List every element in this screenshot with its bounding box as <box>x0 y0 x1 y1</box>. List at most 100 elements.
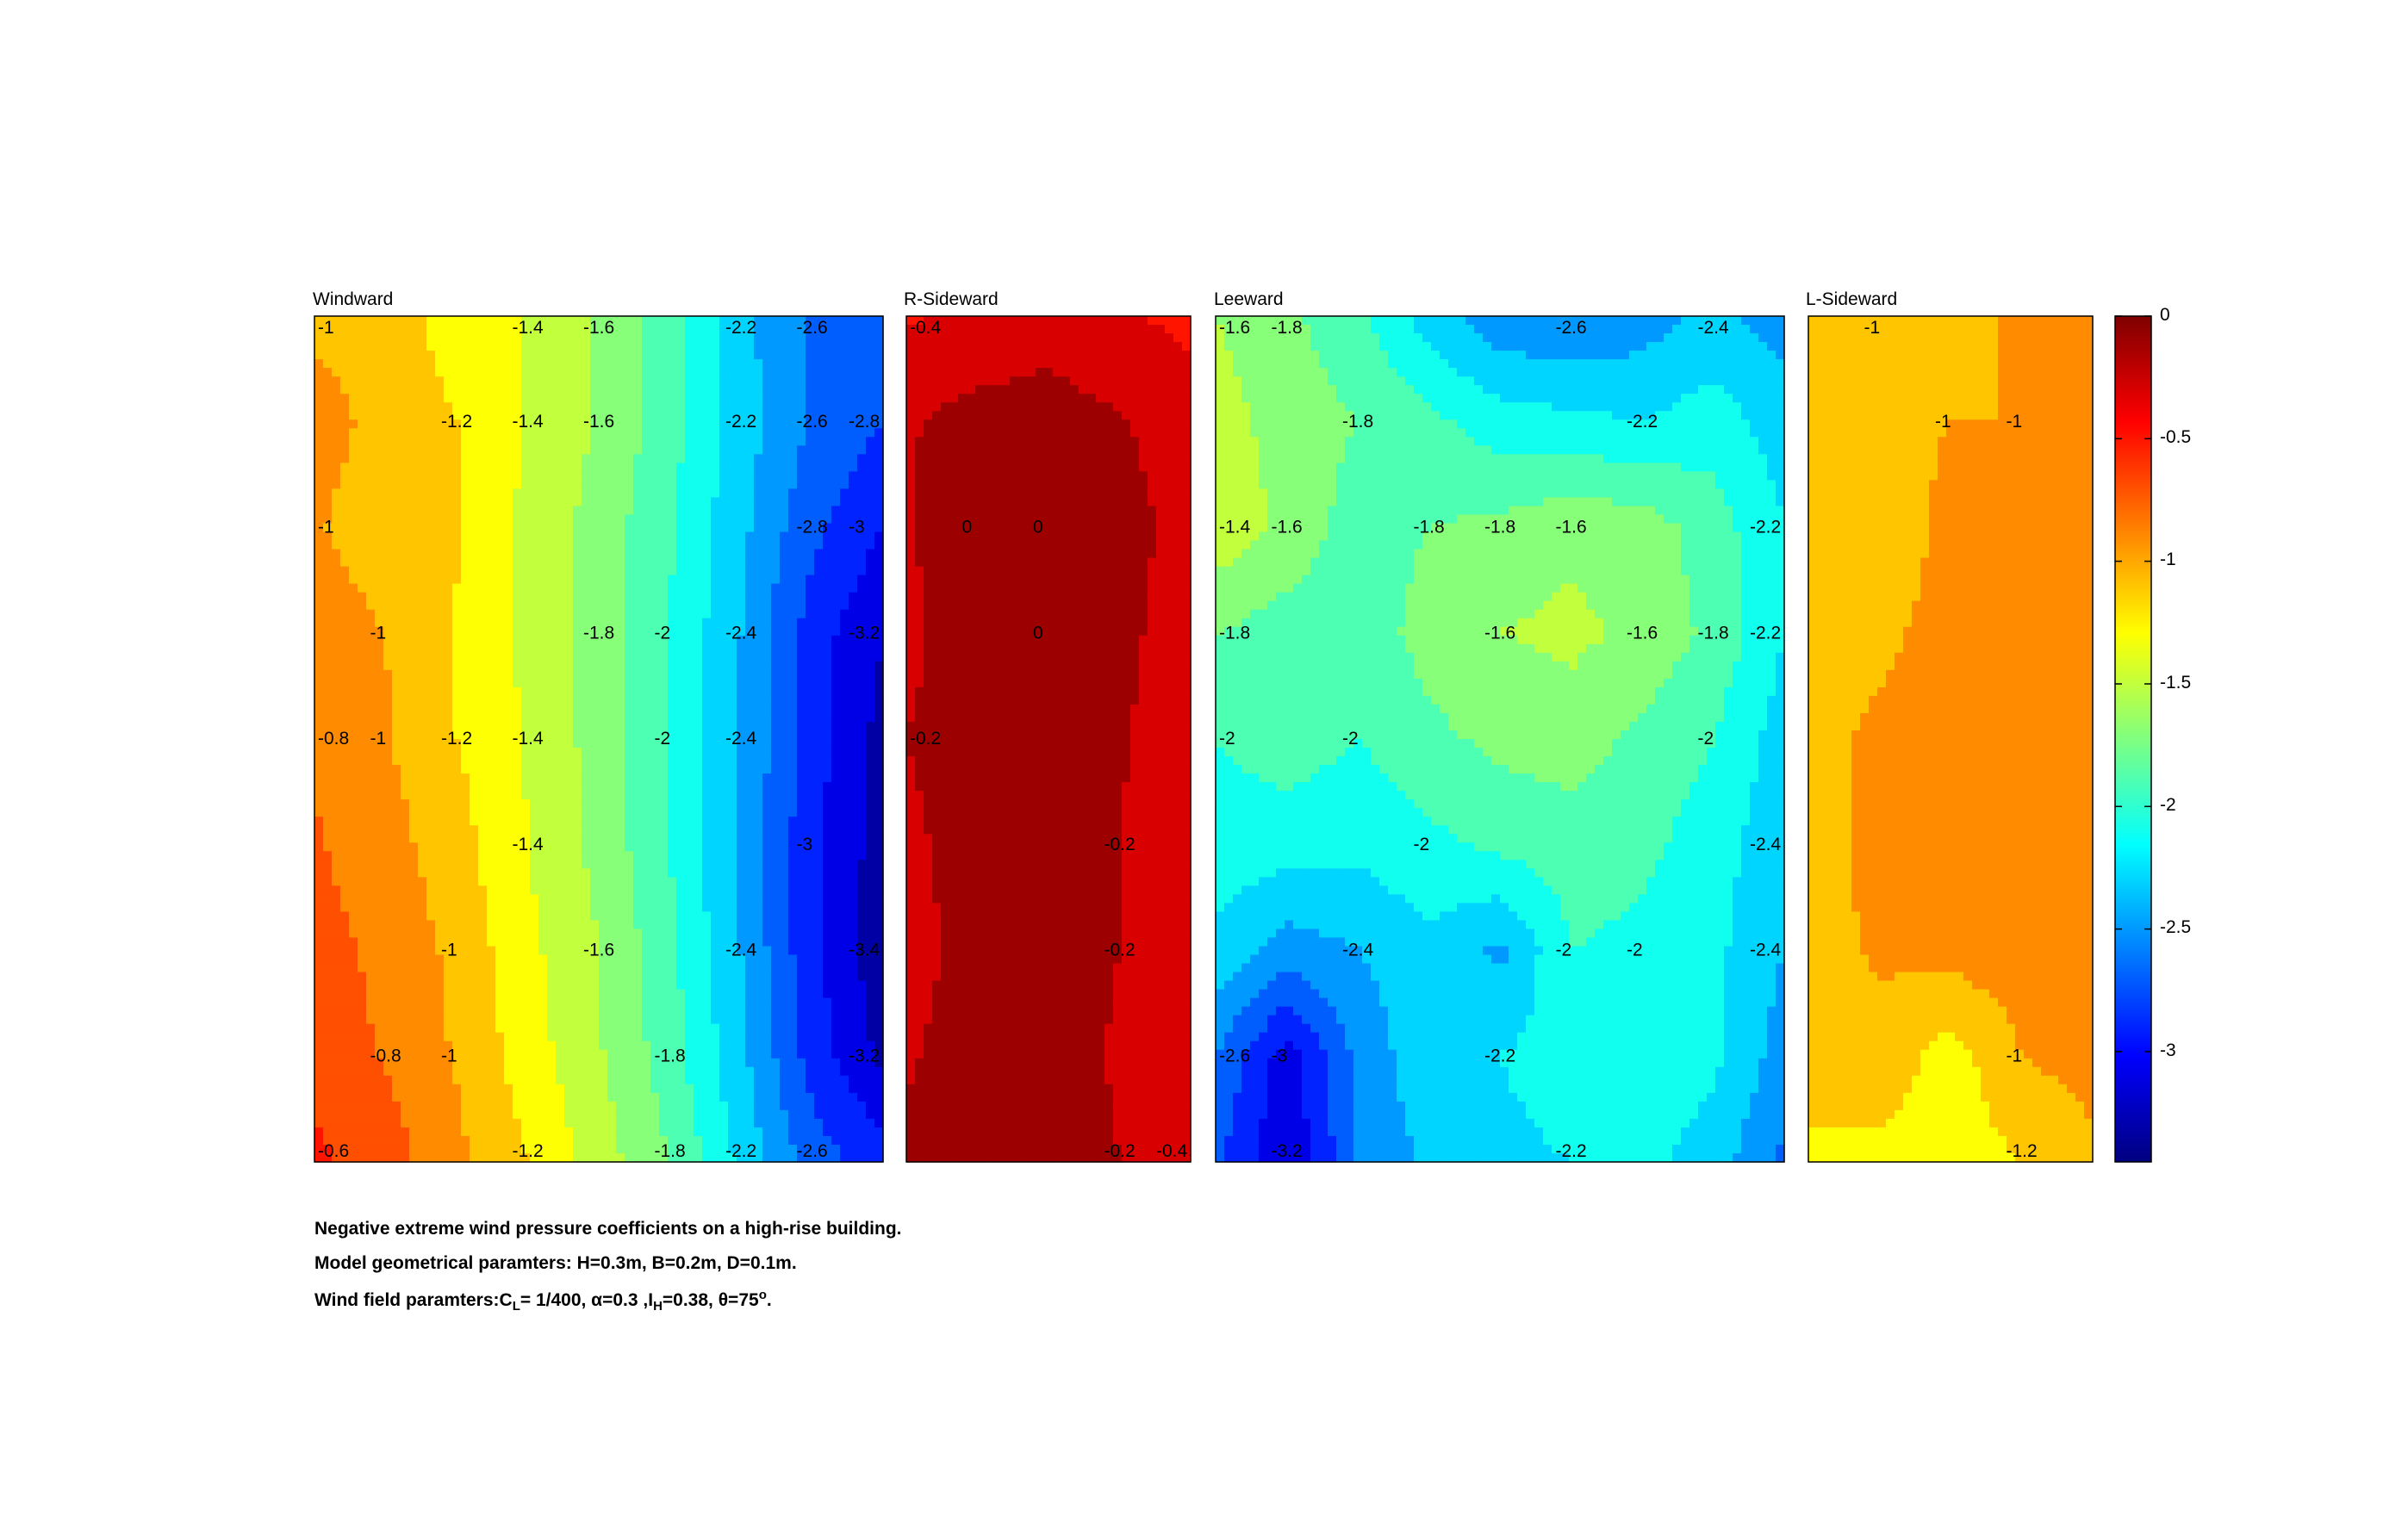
contour-cell <box>659 445 669 455</box>
contour-cell <box>366 471 376 481</box>
contour-cell <box>470 506 479 516</box>
contour-cell <box>323 592 333 602</box>
contour-cell <box>719 609 729 619</box>
contour-cell <box>564 566 574 576</box>
contour-cell <box>685 652 694 662</box>
contour-cell <box>582 480 591 490</box>
contour-cell <box>409 635 419 645</box>
contour-cell <box>358 791 367 800</box>
contour-cell <box>719 506 729 516</box>
contour-cell <box>823 445 832 455</box>
contour-cell <box>633 929 643 939</box>
contour-cell <box>866 868 875 878</box>
contour-cell <box>401 686 410 697</box>
contour-cell <box>478 368 488 377</box>
contour-cell <box>358 851 367 860</box>
contour-cell <box>426 920 436 930</box>
contour-cell <box>806 626 815 637</box>
contour-cell <box>616 463 625 472</box>
contour-cell <box>780 730 789 740</box>
contour-cell <box>616 834 625 843</box>
contour-cell <box>788 531 798 542</box>
contour-cell <box>650 782 660 792</box>
contour-cell <box>366 514 376 525</box>
contour-cell <box>711 748 720 757</box>
contour-cell <box>478 325 488 334</box>
contour-cell <box>401 946 410 956</box>
contour-cell <box>513 540 522 550</box>
contour-cell <box>625 342 634 351</box>
contour-cell <box>478 531 488 542</box>
contour-cell <box>650 471 660 481</box>
contour-cell <box>418 678 427 688</box>
contour-cell <box>780 669 789 680</box>
contour-cell <box>573 903 582 913</box>
contour-cell <box>444 557 453 568</box>
contour-cell <box>719 471 729 481</box>
contour-cell <box>711 385 720 394</box>
contour-cell <box>607 368 617 377</box>
contour-cell <box>340 557 350 568</box>
contour-cell <box>470 808 479 817</box>
contour-cell <box>728 626 737 637</box>
contour-cell <box>849 454 858 463</box>
contour-cell <box>676 385 686 394</box>
contour-cell <box>762 454 772 463</box>
contour-cell <box>582 894 591 904</box>
contour-cell <box>668 549 677 559</box>
contour-cell <box>401 937 410 947</box>
contour-cell <box>866 643 875 654</box>
contour-cell <box>797 929 806 939</box>
contour-cell <box>582 342 591 351</box>
contour-cell <box>607 748 617 757</box>
contour-cell <box>607 963 617 973</box>
contour-cell <box>831 626 841 637</box>
contour-cell <box>504 860 513 869</box>
contour-cell <box>616 583 625 593</box>
contour-cell <box>659 929 669 939</box>
contour-cell <box>487 652 496 662</box>
contour-cell <box>383 549 393 559</box>
contour-cell <box>461 756 470 766</box>
contour-cell <box>599 376 608 386</box>
contour-cell <box>513 549 522 559</box>
contour-cell <box>754 825 763 835</box>
contour-cell <box>694 929 703 939</box>
contour-cell <box>685 411 694 420</box>
contour-cell <box>323 376 333 386</box>
contour-cell <box>616 557 625 568</box>
contour-cell <box>401 894 410 904</box>
contour-cell <box>556 583 565 593</box>
contour-cell <box>470 894 479 904</box>
contour-cell <box>513 661 522 671</box>
contour-cell <box>711 497 720 507</box>
contour-cell <box>823 359 832 369</box>
contour-cell <box>711 963 720 973</box>
contour-cell <box>401 877 410 886</box>
contour-cell <box>788 791 798 800</box>
contour-cell <box>409 592 419 602</box>
contour-cell <box>444 497 453 507</box>
contour-cell <box>745 946 755 956</box>
contour-cell <box>616 739 625 748</box>
contour-cell <box>332 488 341 499</box>
contour-cell <box>780 756 789 766</box>
contour-cell <box>547 626 557 637</box>
contour-cell <box>788 540 798 550</box>
contour-cell <box>435 920 445 930</box>
contour-cell <box>495 506 505 516</box>
contour-cell <box>711 954 720 965</box>
contour-cell <box>857 368 867 377</box>
contour-cell <box>392 359 401 369</box>
contour-cell <box>461 825 470 835</box>
contour-cell <box>702 368 712 377</box>
contour-cell <box>797 748 806 757</box>
contour-cell <box>590 514 600 525</box>
contour-cell <box>659 488 669 499</box>
contour-cell <box>332 920 341 930</box>
contour-cell <box>582 851 591 860</box>
contour-cell <box>470 333 479 343</box>
contour-cell <box>487 791 496 800</box>
contour-cell <box>340 894 350 904</box>
contour-cell <box>642 765 651 774</box>
